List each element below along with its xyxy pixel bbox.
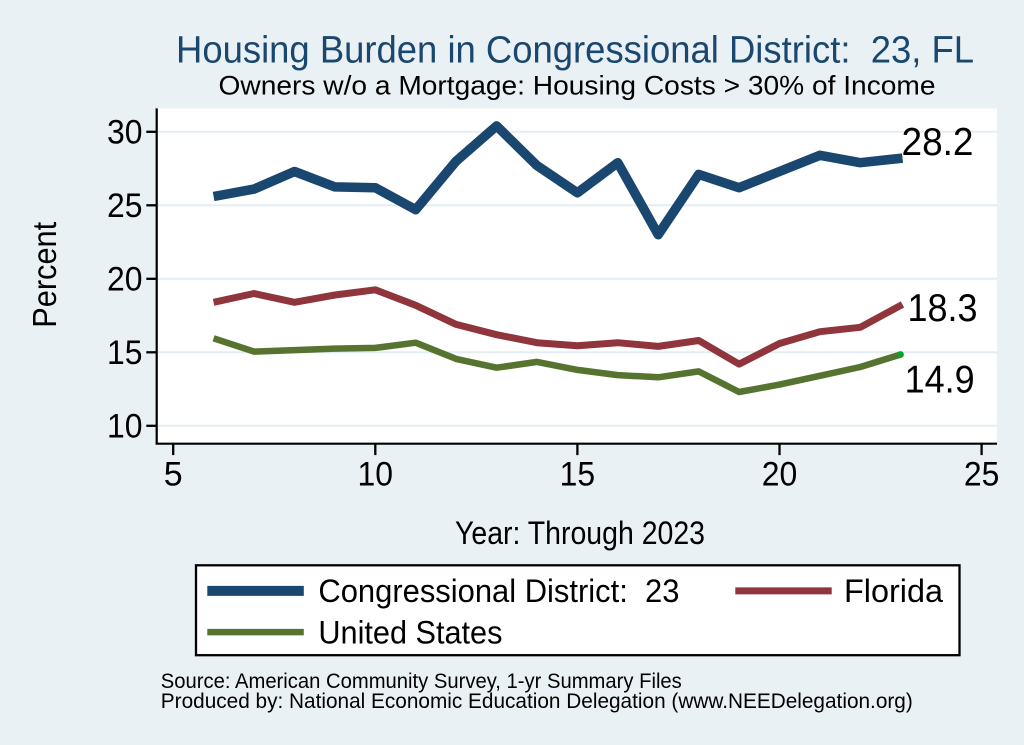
svg-text:10: 10 bbox=[358, 455, 394, 493]
svg-text:25: 25 bbox=[107, 187, 143, 225]
svg-text:25: 25 bbox=[964, 455, 1000, 493]
svg-text:14.9: 14.9 bbox=[905, 359, 975, 402]
svg-text:Year: Through 2023: Year: Through 2023 bbox=[455, 515, 705, 551]
svg-text:28.2: 28.2 bbox=[902, 121, 974, 164]
svg-text:30: 30 bbox=[107, 114, 143, 152]
svg-text:20: 20 bbox=[762, 455, 798, 493]
svg-text:5: 5 bbox=[164, 455, 183, 493]
svg-text:20: 20 bbox=[107, 261, 143, 299]
svg-text:Percent: Percent bbox=[26, 222, 63, 328]
svg-text:United States: United States bbox=[318, 614, 502, 650]
svg-text:18.3: 18.3 bbox=[908, 287, 978, 330]
svg-text:15: 15 bbox=[107, 334, 143, 372]
svg-text:Produced by: National Economic: Produced by: National Economic Education… bbox=[161, 690, 913, 713]
svg-text:Owners w/o a Mortgage: Housing: Owners w/o a Mortgage: Housing Costs > 3… bbox=[219, 70, 936, 100]
svg-text:Source: American Community Sur: Source: American Community Survey, 1-yr … bbox=[161, 670, 682, 693]
svg-text:Housing Burden in Congressiona: Housing Burden in Congressional District… bbox=[176, 30, 974, 72]
svg-text:10: 10 bbox=[107, 408, 143, 446]
svg-text:Florida: Florida bbox=[844, 573, 943, 609]
svg-text:Congressional District: 23: Congressional District: 23 bbox=[318, 573, 679, 609]
svg-text:15: 15 bbox=[560, 455, 596, 493]
